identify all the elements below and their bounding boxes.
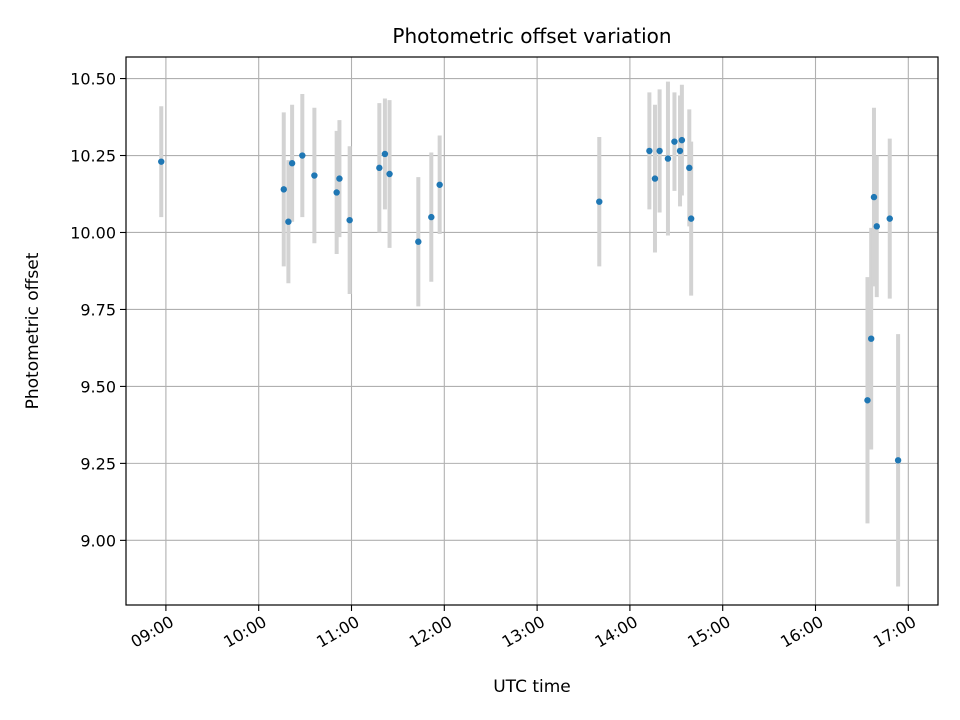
- y-tick-label: 10.50: [70, 70, 116, 89]
- y-tick-label: 10.25: [70, 147, 116, 166]
- y-tick-label: 9.50: [80, 377, 116, 396]
- data-point: [646, 147, 653, 155]
- data-point: [288, 160, 296, 167]
- y-tick-label: 9.75: [80, 300, 116, 319]
- data-point: [336, 175, 343, 182]
- data-point: [280, 186, 287, 193]
- data-point: [346, 216, 353, 224]
- y-axis-title: Photometric offset: [23, 252, 43, 409]
- data-point: [651, 175, 659, 182]
- data-point: [415, 238, 422, 245]
- data-point: [870, 193, 878, 201]
- point-layer: [158, 136, 902, 464]
- data-point: [894, 457, 902, 464]
- data-point: [671, 138, 678, 145]
- data-point: [687, 215, 695, 222]
- data-point: [158, 158, 165, 165]
- data-point: [864, 397, 871, 404]
- chart-title: Photometric offset variation: [392, 24, 671, 48]
- y-tick-label: 9.00: [80, 531, 116, 550]
- data-point: [436, 181, 443, 188]
- data-point: [873, 223, 880, 230]
- data-point: [428, 213, 435, 221]
- data-point: [381, 150, 389, 158]
- data-point: [386, 170, 393, 178]
- plot-frame: [125, 56, 939, 606]
- y-tick-label: 9.25: [80, 454, 116, 473]
- data-point: [376, 164, 383, 172]
- data-point: [867, 335, 875, 342]
- data-point: [678, 136, 686, 144]
- data-point: [656, 147, 663, 155]
- data-point: [299, 152, 306, 159]
- data-point: [285, 218, 292, 225]
- y-tick-label: 10.00: [70, 223, 116, 242]
- data-point: [333, 189, 340, 196]
- x-axis-title: UTC time: [493, 677, 571, 697]
- data-point: [596, 198, 603, 205]
- data-point: [686, 164, 693, 172]
- data-point: [676, 147, 684, 155]
- data-point: [311, 172, 318, 179]
- data-point: [886, 215, 893, 222]
- data-point: [664, 155, 672, 162]
